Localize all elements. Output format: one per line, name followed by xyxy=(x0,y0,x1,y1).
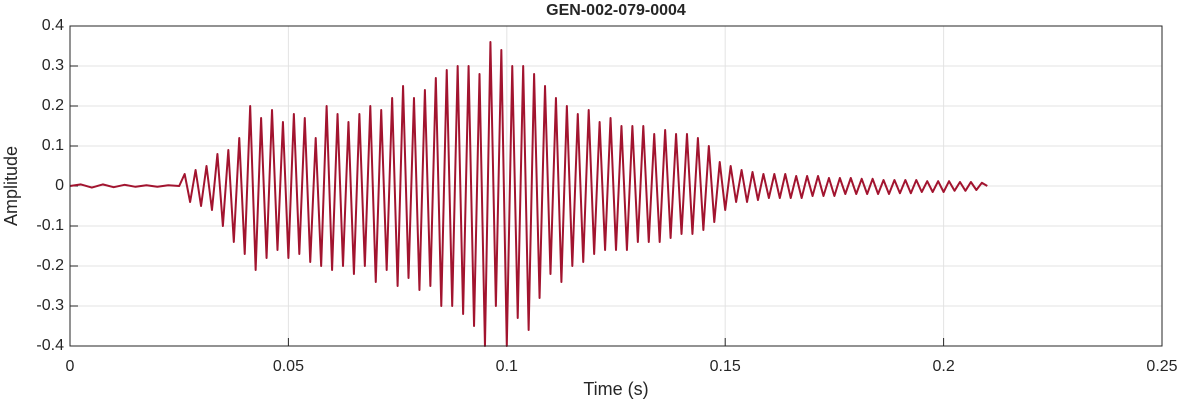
y-tick-label: 0.3 xyxy=(42,57,64,74)
x-tick-label: 0.05 xyxy=(273,358,304,375)
x-axis-label: Time (s) xyxy=(583,379,648,399)
x-tick-label: 0.1 xyxy=(496,358,518,375)
y-tick-label: 0 xyxy=(55,177,64,194)
x-tick-label: 0.25 xyxy=(1146,358,1177,375)
plot-frame xyxy=(69,25,1163,347)
y-tick-label: 0.4 xyxy=(42,17,64,34)
y-axis-label: Amplitude xyxy=(1,146,21,226)
y-tick-label: 0.1 xyxy=(42,137,64,154)
y-tick-label: -0.2 xyxy=(36,257,64,274)
chart-title: GEN-002-079-0004 xyxy=(546,2,686,19)
y-tick-label: 0.2 xyxy=(42,97,64,114)
x-tick-label: 0.2 xyxy=(932,358,954,375)
waveform-line xyxy=(69,41,988,347)
x-tick-label: 0 xyxy=(66,358,75,375)
y-tick-label: -0.3 xyxy=(36,297,64,314)
y-tick-label: -0.4 xyxy=(36,337,64,354)
x-tick-label: 0.15 xyxy=(710,358,741,375)
y-tick-label: -0.1 xyxy=(36,217,64,234)
